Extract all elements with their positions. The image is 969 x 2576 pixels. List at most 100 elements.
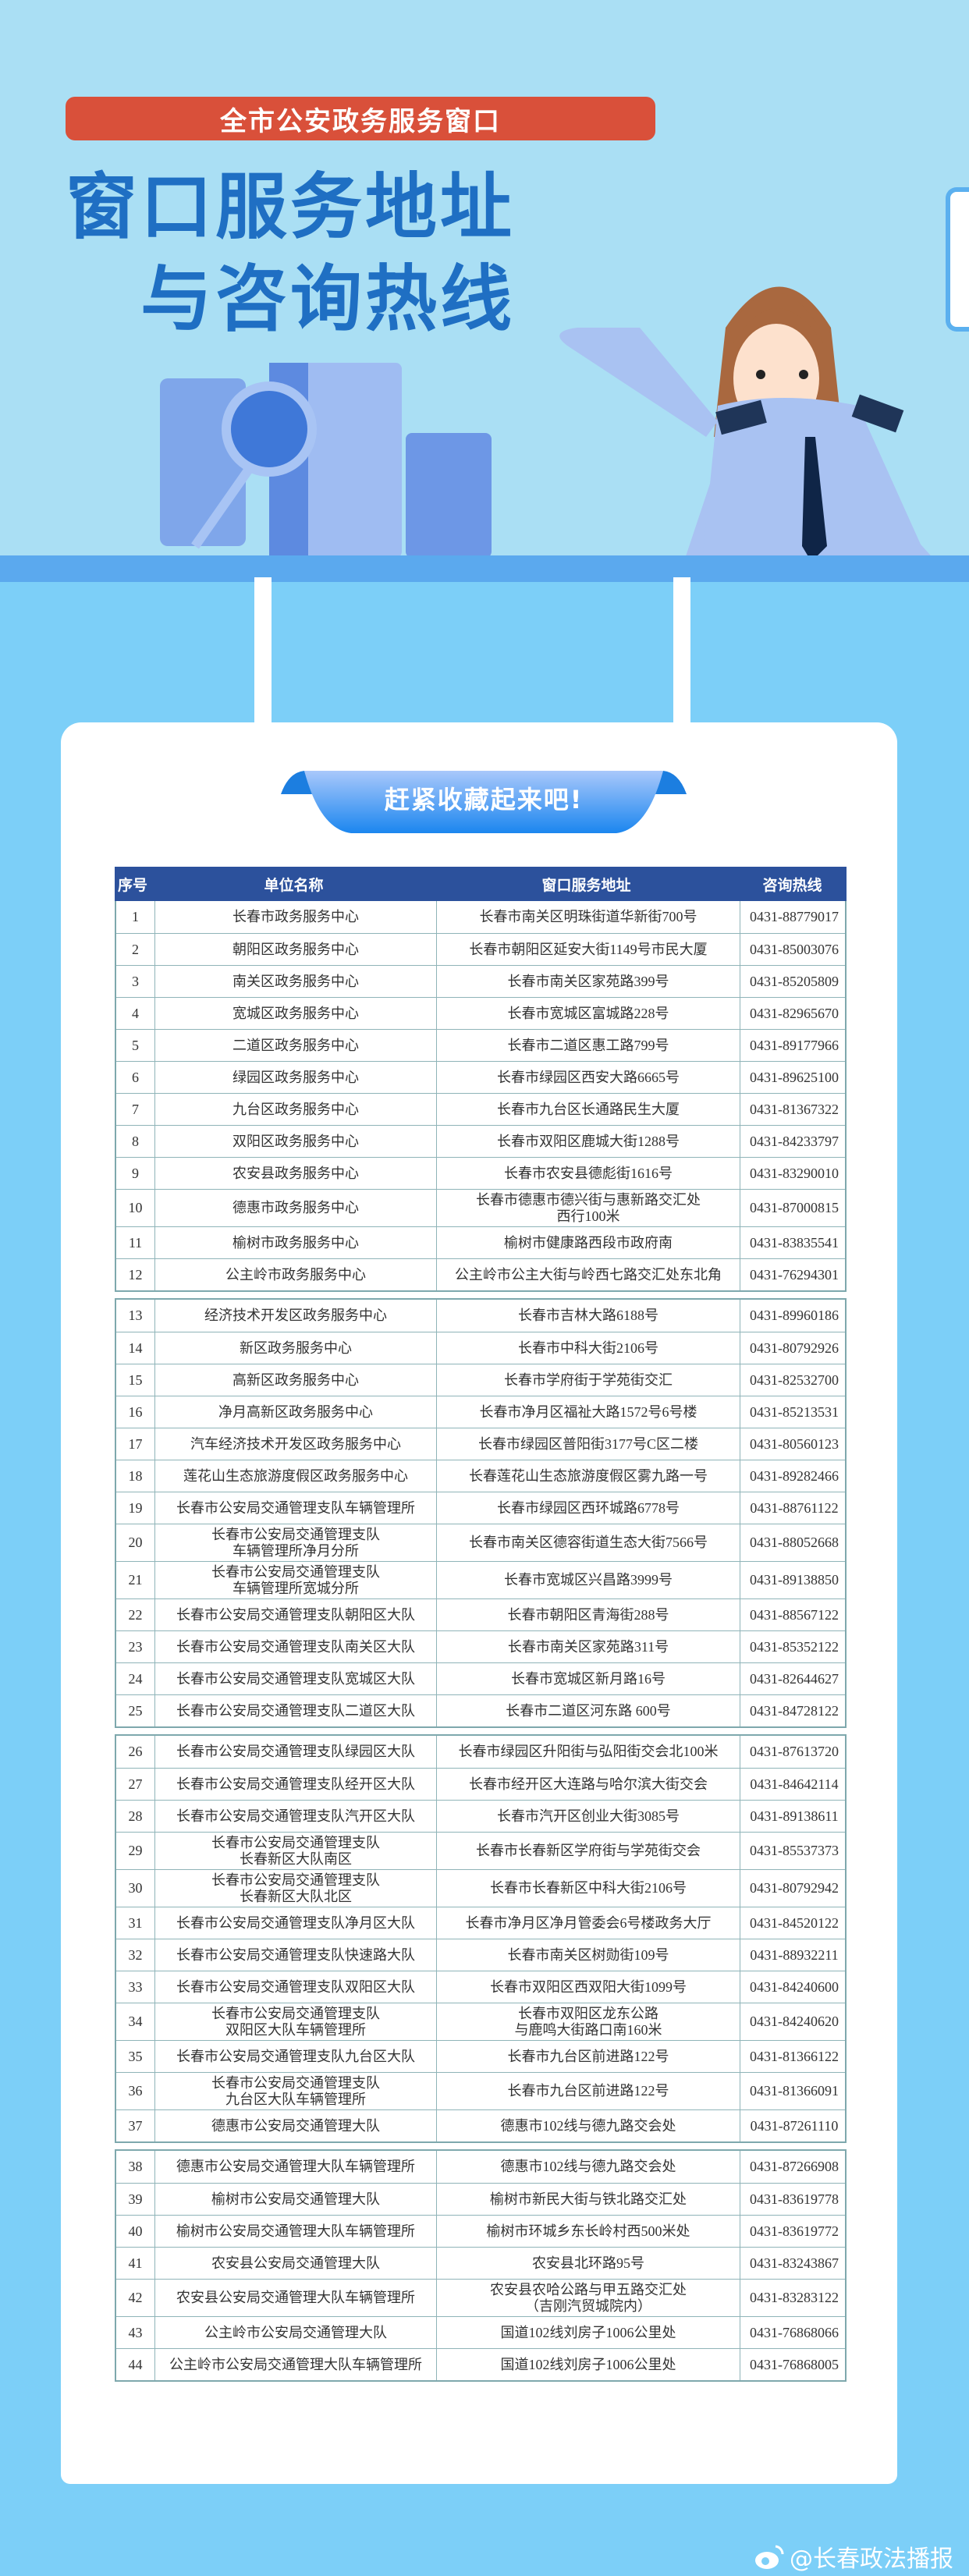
- table-row: 2 朝阳区政务服务中心 长春市朝阳区延安大街1149号市民大厦 0431-850030…: [116, 933, 845, 965]
- cell-unit-name: 长春市公安局交通管理支队 双阳区大队车辆管理所: [154, 2003, 436, 2040]
- col-header-index: 序号: [118, 876, 148, 894]
- cell-index: 29: [128, 1843, 143, 1859]
- cell-unit-name: 宽城区政务服务中心: [154, 998, 436, 1029]
- cell-hotline: 0431-81366122: [740, 2041, 848, 2072]
- cell-address: 长春市南关区德容街道生态大街7566号: [436, 1524, 740, 1561]
- cell-address: 榆树市新民大街与铁北路交汇处: [436, 2184, 740, 2215]
- cell-hotline: 0431-84240600: [740, 1971, 848, 2003]
- cell-address: 德惠市102线与德九路交会处: [436, 2110, 740, 2141]
- cell-unit-name: 长春市公安局交通管理支队经开区大队: [154, 1769, 436, 1800]
- cell-index: 17: [128, 1435, 143, 1452]
- table-group: 26 长春市公安局交通管理支队绿园区大队 长春市绿园区升阳街与弘阳街交会北100米 0…: [115, 1734, 847, 2143]
- cell-index: 19: [128, 1499, 143, 1516]
- cell-address: 长春市德惠市德兴街与惠新路交汇处 西行100米: [436, 1190, 740, 1226]
- cell-index: 32: [128, 1946, 143, 1963]
- table-row: 14 新区政务服务中心 长春市中科大街2106号 0431-80792926: [116, 1332, 845, 1364]
- cell-hotline: 0431-89960186: [740, 1300, 848, 1332]
- cell-index: 38: [128, 2159, 143, 2175]
- cell-address: 长春市长春新区学府街与学苑街交会: [436, 1833, 740, 1869]
- table-row: 40 榆树市公安局交通管理大队车辆管理所 榆树市环城乡东长岭村西500米处 0431-…: [116, 2215, 845, 2247]
- cell-index: 34: [128, 2014, 143, 2030]
- cell-index: 43: [128, 2324, 143, 2340]
- cell-unit-name: 公主岭市公安局交通管理大队: [154, 2317, 436, 2348]
- service-table: 序号 单位名称 窗口服务地址 咨询热线 1 长春市政务服务中心 长春市南关区明珠街道…: [115, 867, 847, 2382]
- table-row: 28 长春市公安局交通管理支队汽开区大队 长春市汽开区创业大街3085号 0431-8…: [116, 1800, 845, 1832]
- table-body: 1 长春市政务服务中心 长春市南关区明珠街道华新街700号 0431-88779017…: [115, 901, 847, 2382]
- cell-hotline: 0431-82644627: [740, 1663, 848, 1694]
- ribbon-text: 赶紧收藏起来吧!: [384, 785, 584, 814]
- cell-hotline: 0431-80792942: [740, 1870, 848, 1907]
- table-row: 27 长春市公安局交通管理支队经开区大队 长春市经开区大连路与哈尔滨大街交会 0431…: [116, 1768, 845, 1800]
- table-row: 24 长春市公安局交通管理支队宽城区大队 长春市宽城区新月路16号 0431-8264…: [116, 1662, 845, 1694]
- table-row: 36 长春市公安局交通管理支队 九台区大队车辆管理所 长春市九台区前进路122号 04…: [116, 2072, 845, 2109]
- cell-hotline: 0431-88567122: [740, 1599, 848, 1630]
- cell-unit-name: 农安县公安局交通管理大队车辆管理所: [154, 2280, 436, 2316]
- table-row: 9 农安县政务服务中心 长春市农安县德彪街1616号 0431-83290010: [116, 1157, 845, 1189]
- table-row: 17 汽车经济技术开发区政务服务中心 长春市绿园区普阳街3177号C区二楼 0431-…: [116, 1428, 845, 1460]
- cell-index: 5: [132, 1037, 139, 1053]
- cell-address: 长春市朝阳区延安大街1149号市民大厦: [436, 934, 740, 965]
- cell-index: 1: [132, 909, 139, 925]
- table-row: 31 长春市公安局交通管理支队净月区大队 长春市净月区净月管委会6号楼政务大厅 043…: [116, 1907, 845, 1939]
- cell-address: 农安县农哈公路与甲五路交汇处 （吉刚汽贸城院内）: [436, 2280, 740, 2316]
- cell-unit-name: 长春市公安局交通管理支队双阳区大队: [154, 1971, 436, 2003]
- cell-hotline: 0431-89177966: [740, 1030, 848, 1061]
- cell-index: 40: [128, 2223, 143, 2239]
- cell-index: 31: [128, 1914, 143, 1931]
- table-row: 12 公主岭市政务服务中心 公主岭市公主大街与岭西七路交汇处东北角 0431-7629…: [116, 1258, 845, 1290]
- cell-address: 长春市净月区净月管委会6号楼政务大厅: [436, 1907, 740, 1939]
- cell-index: 20: [128, 1535, 143, 1551]
- cell-address: 榆树市健康路西段市政府南: [436, 1227, 740, 1258]
- cell-index: 7: [132, 1101, 139, 1117]
- cell-unit-name: 长春市公安局交通管理支队 长春新区大队南区: [154, 1833, 436, 1869]
- cell-unit-name: 长春市公安局交通管理支队 长春新区大队北区: [154, 1870, 436, 1907]
- cell-unit-name: 榆树市公安局交通管理大队: [154, 2184, 436, 2215]
- table-row: 4 宽城区政务服务中心 长春市宽城区富城路228号 0431-82965670: [116, 997, 845, 1029]
- cell-index: 4: [132, 1005, 139, 1021]
- cell-hotline: 0431-84520122: [740, 1907, 848, 1939]
- table-group: 38 德惠市公安局交通管理大队车辆管理所 德惠市102线与德九路交会处 0431-87…: [115, 2149, 847, 2382]
- cell-hotline: 0431-82965670: [740, 998, 848, 1029]
- table-row: 15 高新区政务服务中心 长春市学府街于学苑街交汇 0431-82532700: [116, 1364, 845, 1396]
- cell-index: 42: [128, 2290, 143, 2306]
- table-row: 33 长春市公安局交通管理支队双阳区大队 长春市双阳区西双阳大街1099号 0431-…: [116, 1971, 845, 2003]
- table-row: 5 二道区政务服务中心 长春市二道区惠工路799号 0431-89177966: [116, 1029, 845, 1061]
- table-row: 44 公主岭市公安局交通管理大队车辆管理所 国道102线刘房子1006公里处 0431…: [116, 2348, 845, 2380]
- table-row: 11 榆树市政务服务中心 榆树市健康路西段市政府南 0431-83835541: [116, 1226, 845, 1258]
- table-row: 41 农安县公安局交通管理大队 农安县北环路95号 0431-83243867: [116, 2247, 845, 2279]
- cell-hotline: 0431-83835541: [740, 1227, 848, 1258]
- cell-index: 11: [128, 1234, 143, 1251]
- cell-unit-name: 公主岭市公安局交通管理大队车辆管理所: [154, 2349, 436, 2380]
- page-title-line2: 与咨询热线: [140, 257, 516, 341]
- cell-hotline: 0431-85003076: [740, 934, 848, 965]
- cell-index: 3: [132, 973, 139, 989]
- cell-unit-name: 农安县政务服务中心: [154, 1158, 436, 1189]
- cell-hotline: 0431-84233797: [740, 1126, 848, 1157]
- cell-hotline: 0431-87000815: [740, 1190, 848, 1226]
- cell-hotline: 0431-84240620: [740, 2003, 848, 2040]
- cell-unit-name: 公主岭市政务服务中心: [154, 1259, 436, 1290]
- cell-hotline: 0431-83243867: [740, 2248, 848, 2279]
- table-row: 34 长春市公安局交通管理支队 双阳区大队车辆管理所 长春市双阳区龙东公路 与鹿鸣大…: [116, 2003, 845, 2040]
- cell-unit-name: 德惠市公安局交通管理大队车辆管理所: [154, 2151, 436, 2183]
- cell-hotline: 0431-76868066: [740, 2317, 848, 2348]
- table-row: 26 长春市公安局交通管理支队绿园区大队 长春市绿园区升阳街与弘阳街交会北100米 0…: [116, 1736, 845, 1768]
- cell-unit-name: 长春市公安局交通管理支队净月区大队: [154, 1907, 436, 1939]
- cell-address: 长春市双阳区龙东公路 与鹿鸣大街路口南160米: [436, 2003, 740, 2040]
- cell-hotline: 0431-76294301: [740, 1259, 848, 1290]
- content-card: [61, 722, 897, 2484]
- cell-hotline: 0431-80792926: [740, 1332, 848, 1364]
- cell-address: 长春市南关区明珠街道华新街700号: [436, 901, 740, 933]
- cell-unit-name: 莲花山生态旅游度假区政务服务中心: [154, 1460, 436, 1492]
- table-row: 23 长春市公安局交通管理支队南关区大队 长春市南关区家苑路311号 0431-853…: [116, 1630, 845, 1662]
- cell-unit-name: 长春市政务服务中心: [154, 901, 436, 933]
- cell-index: 28: [128, 1808, 143, 1824]
- cell-unit-name: 长春市公安局交通管理支队汽开区大队: [154, 1801, 436, 1832]
- cell-hotline: 0431-83619778: [740, 2184, 848, 2215]
- cell-unit-name: 新区政务服务中心: [154, 1332, 436, 1364]
- cell-unit-name: 榆树市公安局交通管理大队车辆管理所: [154, 2216, 436, 2247]
- cell-address: 长春市净月区福祉大路1572号6号楼: [436, 1396, 740, 1428]
- cell-index: 35: [128, 2048, 143, 2064]
- table-row: 16 净月高新区政务服务中心 长春市净月区福祉大路1572号6号楼 0431-8521…: [116, 1396, 845, 1428]
- cell-address: 长春市宽城区新月路16号: [436, 1663, 740, 1694]
